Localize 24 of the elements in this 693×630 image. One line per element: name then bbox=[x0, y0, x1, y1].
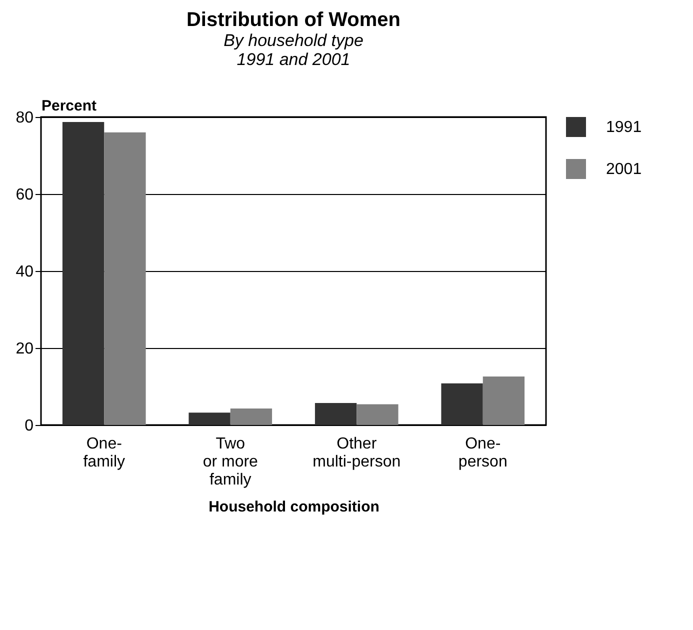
bar bbox=[62, 122, 104, 425]
chart-subtitle: By household type bbox=[224, 31, 364, 50]
y-tick-label: 20 bbox=[16, 340, 34, 358]
chart-title: Distribution of Women bbox=[186, 9, 401, 31]
y-axis-title: Percent bbox=[42, 98, 97, 114]
bar bbox=[441, 383, 483, 425]
y-tick-label: 0 bbox=[24, 418, 34, 434]
bar bbox=[188, 412, 230, 425]
bar bbox=[230, 408, 272, 425]
legend-label: 1991 bbox=[606, 119, 642, 136]
x-tick-label: One- family bbox=[83, 436, 126, 470]
legend-label: 2001 bbox=[606, 161, 642, 178]
y-tick-label: 60 bbox=[16, 186, 34, 204]
y-tick-label: 40 bbox=[16, 264, 34, 280]
y-tick-label: 80 bbox=[16, 110, 34, 126]
bar bbox=[104, 132, 146, 425]
text: 1991 and 2001 bbox=[236, 50, 350, 69]
x-tick-label: Other multi-person bbox=[312, 436, 401, 470]
x-tick-label: Two or more family bbox=[202, 436, 258, 488]
bar bbox=[314, 403, 357, 425]
bar bbox=[356, 404, 398, 425]
x-tick-label: One- person bbox=[458, 436, 508, 470]
x-axis-title: Household composition bbox=[208, 498, 380, 516]
bar bbox=[482, 376, 525, 425]
